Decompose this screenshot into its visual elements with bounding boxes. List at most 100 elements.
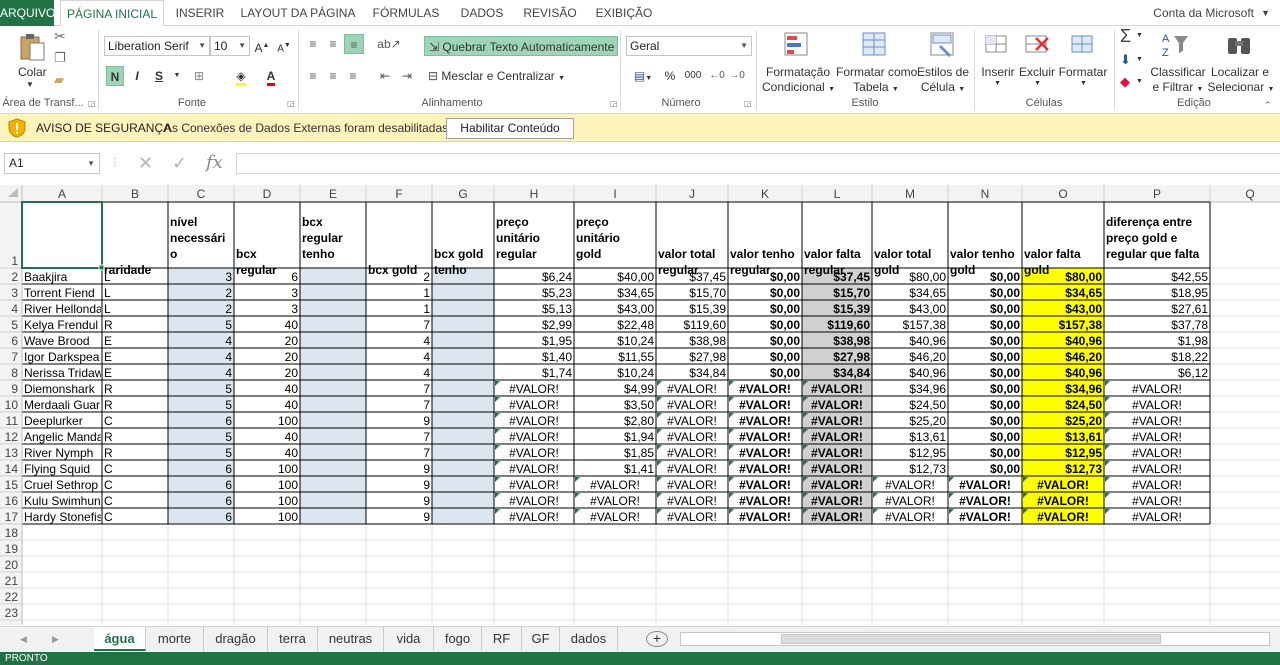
sheet-tab-morte[interactable]: morte [146,627,204,651]
scrollbar-thumb[interactable] [781,634,1161,644]
sheet-tab-agua[interactable]: água [94,627,146,651]
chevron-down-icon[interactable]: ▼ [1080,80,1087,87]
spreadsheet-cells[interactable]: A B C D E F G H I J K L M N O P Q12345678910111213141516… [0,185,1280,625]
error-indicator-icon[interactable] [803,461,808,466]
chevron-down-icon[interactable]: ▼ [994,80,1001,87]
sheet-tab-dados[interactable]: dados [560,627,618,651]
error-indicator-icon[interactable] [1105,509,1110,514]
format-as-table-label-1[interactable]: Formatar como [836,65,918,79]
error-indicator-icon[interactable] [495,413,500,418]
error-indicator-icon[interactable] [949,477,954,482]
error-indicator-icon[interactable] [657,413,662,418]
autosum-icon[interactable]: Σ [1120,26,1132,46]
sort-filter-label-1[interactable]: Classificar [1150,65,1206,79]
insert-function-icon[interactable]: fx [206,152,223,173]
number-format-select[interactable]: Geral ▼ [626,36,752,56]
worksheet-grid[interactable]: A B C D E F G H I J K L M N O P Q 1 2 3 4 5 6 7 8 9 10 11 12 13 14 15 16… [0,185,1280,625]
cell-styles-icon[interactable] [928,30,958,60]
clear-icon[interactable]: ◆ [1120,74,1130,89]
wrap-text-button[interactable]: ⇲ Quebrar Texto Automaticamente [424,36,618,56]
decrease-decimal-icon[interactable]: →0 [729,70,745,81]
error-indicator-icon[interactable] [657,445,662,450]
italic-button[interactable]: I [135,69,139,83]
tab-data[interactable]: DADOS [460,6,504,20]
error-indicator-icon[interactable] [495,461,500,466]
increase-indent-icon[interactable]: ⇥ [401,69,413,83]
error-indicator-icon[interactable] [803,477,808,482]
formula-input[interactable] [236,153,1280,174]
insert-cells-button[interactable]: Inserir [981,65,1015,79]
error-indicator-icon[interactable] [729,461,734,466]
error-indicator-icon[interactable] [729,509,734,514]
error-indicator-icon[interactable] [803,493,808,498]
error-indicator-icon[interactable] [1023,477,1028,482]
align-middle-icon[interactable]: ≡ [329,37,337,51]
error-indicator-icon[interactable] [657,461,662,466]
error-indicator-icon[interactable] [657,381,662,386]
error-indicator-icon[interactable] [803,429,808,434]
sheet-tab-terra[interactable]: terra [268,627,318,651]
find-select-icon[interactable] [1224,30,1254,60]
error-indicator-icon[interactable] [495,381,500,386]
clipboard-launcher-icon[interactable]: ◲ [88,99,96,108]
next-sheet-icon[interactable]: ▶ [52,634,59,644]
cell-styles-button[interactable]: Célula ▼ [916,80,970,94]
percent-button[interactable]: % [664,69,676,83]
enable-content-button[interactable]: Habilitar Conteúdo [446,118,574,139]
horizontal-scrollbar[interactable] [680,632,1270,646]
sheet-tab-fogo[interactable]: fogo [434,627,482,651]
error-indicator-icon[interactable] [1023,493,1028,498]
selected-cell-a1[interactable] [21,201,103,269]
error-indicator-icon[interactable] [1105,477,1110,482]
tab-file[interactable]: ARQUIVO [0,0,55,26]
error-indicator-icon[interactable] [657,477,662,482]
error-indicator-icon[interactable] [803,509,808,514]
decrease-indent-icon[interactable]: ⇤ [379,69,391,83]
drag-handle-icon[interactable]: ⋮ [110,157,120,168]
tab-view[interactable]: EXIBIÇÃO [595,6,653,20]
error-indicator-icon[interactable] [949,509,954,514]
error-indicator-icon[interactable] [657,397,662,402]
paste-button[interactable]: Colar [18,65,47,79]
prev-sheet-icon[interactable]: ◀ [20,634,27,644]
fill-icon[interactable]: ⬇ [1120,52,1131,67]
sort-filter-icon[interactable]: A Z [1160,30,1190,60]
font-name-select[interactable]: Liberation Serif ▼ [104,36,210,56]
font-color-icon[interactable]: A [262,66,280,86]
select-all-icon[interactable] [8,188,18,197]
chevron-down-icon[interactable]: ▼ [1136,32,1143,39]
format-as-table-icon[interactable] [860,30,890,60]
error-indicator-icon[interactable] [729,493,734,498]
sheet-tab-rf[interactable]: RF [482,627,522,651]
error-indicator-icon[interactable] [495,493,500,498]
error-indicator-icon[interactable] [657,429,662,434]
paste-icon[interactable] [18,32,48,62]
tab-review[interactable]: REVISÃO [523,6,577,20]
sheet-tab-gf[interactable]: GF [522,627,560,651]
error-indicator-icon[interactable] [729,445,734,450]
error-indicator-icon[interactable] [1105,493,1110,498]
error-indicator-icon[interactable] [495,477,500,482]
tab-page-layout[interactable]: LAYOUT DA PÁGINA [240,6,356,20]
name-box[interactable]: A1 ▼ [4,153,100,174]
align-center-icon[interactable]: ≡ [329,69,337,83]
error-indicator-icon[interactable] [803,445,808,450]
sheet-tab-dragao[interactable]: dragão [204,627,268,651]
account-arrow-icon[interactable]: ▼ [1261,8,1270,18]
error-indicator-icon[interactable] [575,509,580,514]
borders-icon[interactable]: ⊞ [193,69,205,83]
orientation-icon[interactable]: ab↗ [377,37,401,51]
error-indicator-icon[interactable] [803,381,808,386]
alignment-launcher-icon[interactable]: ◲ [610,99,618,108]
format-cells-icon[interactable] [1068,30,1098,60]
cut-icon[interactable]: ✂ [54,28,66,44]
error-indicator-icon[interactable] [1105,413,1110,418]
error-indicator-icon[interactable] [495,445,500,450]
error-indicator-icon[interactable] [949,493,954,498]
error-indicator-icon[interactable] [729,429,734,434]
shrink-font-icon[interactable]: A▼ [277,42,291,55]
sheet-tab-neutras[interactable]: neutras [318,627,384,651]
insert-cells-icon[interactable] [982,30,1012,60]
align-right-icon[interactable]: ≡ [349,69,357,83]
error-indicator-icon[interactable] [803,397,808,402]
